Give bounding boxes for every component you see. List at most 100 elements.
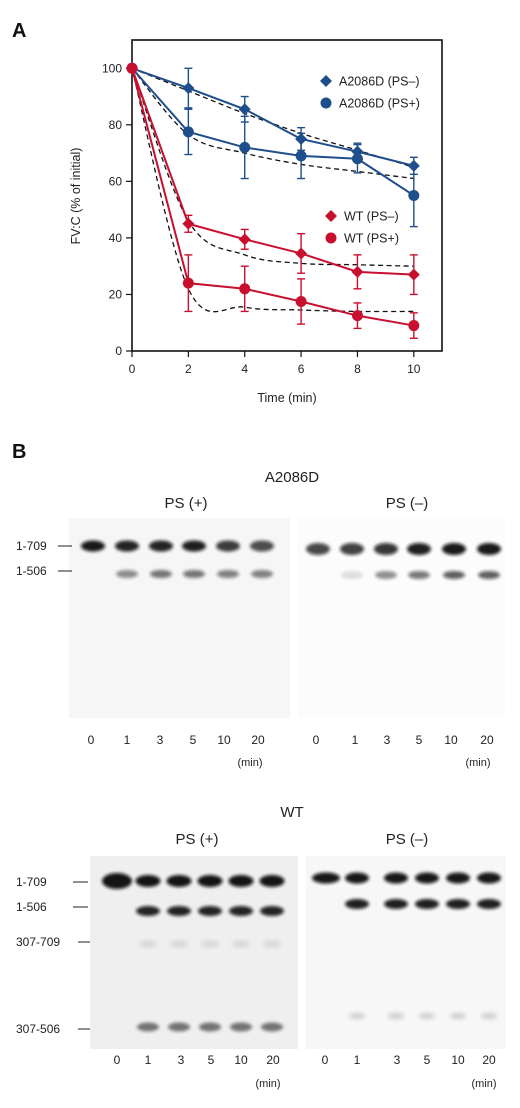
gel-wt-bands [102,872,501,1032]
gel-band [388,1013,404,1019]
gel-band [102,873,132,889]
lane-time-label: 0 [114,1053,121,1067]
gel-band [183,570,205,578]
gel-band [261,1022,283,1032]
gel-band [230,1022,252,1032]
series-line [131,67,415,167]
panel-b-letter: B [12,441,26,463]
time-unit-label: (min) [471,1078,496,1090]
lane-time-label: 20 [480,733,494,747]
gel-band [415,872,439,884]
gel-band [170,941,188,947]
gel-band [312,872,340,884]
gel-a2086d-bands [81,540,501,579]
lane-time-label: 20 [482,1053,496,1067]
data-point [295,247,308,260]
gel-band [263,941,281,947]
y-axis-ticks: 0 20 40 60 80 100 [102,61,132,358]
gel-band [251,570,273,578]
gel-title: WT [280,804,303,821]
lane-time-label: 1 [124,733,131,747]
gel-band [81,540,105,552]
gel-band [228,875,254,887]
legend-marker-diamond [320,75,332,87]
x-tick-label: 8 [354,362,361,376]
gel-band [260,906,284,916]
data-point [238,103,251,116]
gel-band [477,543,501,555]
legend-label: WT (PS+) [344,232,399,246]
gel-band [477,872,501,884]
lane-time-label: 10 [234,1053,248,1067]
x-tick-label: 10 [407,362,421,376]
x-axis-label: Time (min) [257,391,316,405]
gel-band [197,875,223,887]
gel-band [217,570,239,578]
lane-time-label: 5 [424,1053,431,1067]
gel-band [478,571,500,579]
gel-band [419,1013,435,1019]
legend-blue: A2086D (PS–) A2086D (PS+) [320,75,420,111]
condition-ps-minus: PS (–) [386,495,429,512]
lane-time-label: 3 [157,733,164,747]
lane-time-label: 0 [88,733,95,747]
gel-band [407,543,431,555]
y-axis-label: FV:C (% of initial) [69,148,83,245]
data-point [295,150,307,162]
gel-band [232,941,250,947]
data-point [351,153,363,165]
gel-band [149,540,173,552]
series-0 [126,62,420,175]
lane-time-label: 10 [444,733,458,747]
data-point [182,277,194,289]
series-line [131,67,414,276]
gel-band [168,1022,190,1032]
gel-band [443,571,465,579]
gel-band [374,543,398,555]
gel-band [166,875,192,887]
gel-wt-lane-labels: 0 1 3 5 10 20 0 1 3 5 10 20 [114,1053,496,1067]
gel-band [349,1013,365,1019]
data-series [126,62,420,339]
data-point [351,310,363,322]
band-label: 1-506 [16,564,47,578]
gel-band [182,540,206,552]
gel-band [137,1022,159,1032]
lane-time-label: 10 [217,733,231,747]
data-point [351,265,364,278]
legend-label: WT (PS–) [344,210,399,224]
gel-band [135,875,161,887]
gel-band [341,571,363,579]
legend-label: A2086D (PS–) [339,75,420,89]
gel-band [250,540,274,552]
condition-ps-minus: PS (–) [386,831,429,848]
band-label: 307-709 [16,935,60,949]
gel-band [442,543,466,555]
gel-band [216,540,240,552]
lane-time-label: 1 [352,733,359,747]
y-tick-label: 20 [109,287,123,301]
blot-ps-plus [90,856,298,1049]
gel-a2086d-lane-labels: 0 1 3 5 10 20 0 1 3 5 10 20 [88,733,494,747]
blot-ps-minus [306,856,506,1049]
gel-band [340,543,364,555]
gel-band [450,1013,466,1019]
x-axis-ticks: 0 2 4 6 8 10 [129,351,421,376]
gel-band [481,1013,497,1019]
data-point [295,296,307,308]
legend-label: A2086D (PS+) [339,97,420,111]
gel-band [345,872,369,884]
data-point [126,62,138,74]
x-tick-label: 6 [298,362,305,376]
y-tick-label: 100 [102,61,122,75]
decay-chart: 0 20 40 60 80 100 0 2 4 6 8 10 FV:C (% of initial)… [69,39,443,405]
lane-time-label: 20 [251,733,265,747]
time-unit-label: (min) [255,1078,280,1090]
series-1 [126,62,420,228]
gel-band [201,941,219,947]
gel-band [167,906,191,916]
gel-band [259,875,285,887]
gel-band [415,899,439,909]
gel-band [139,941,157,947]
